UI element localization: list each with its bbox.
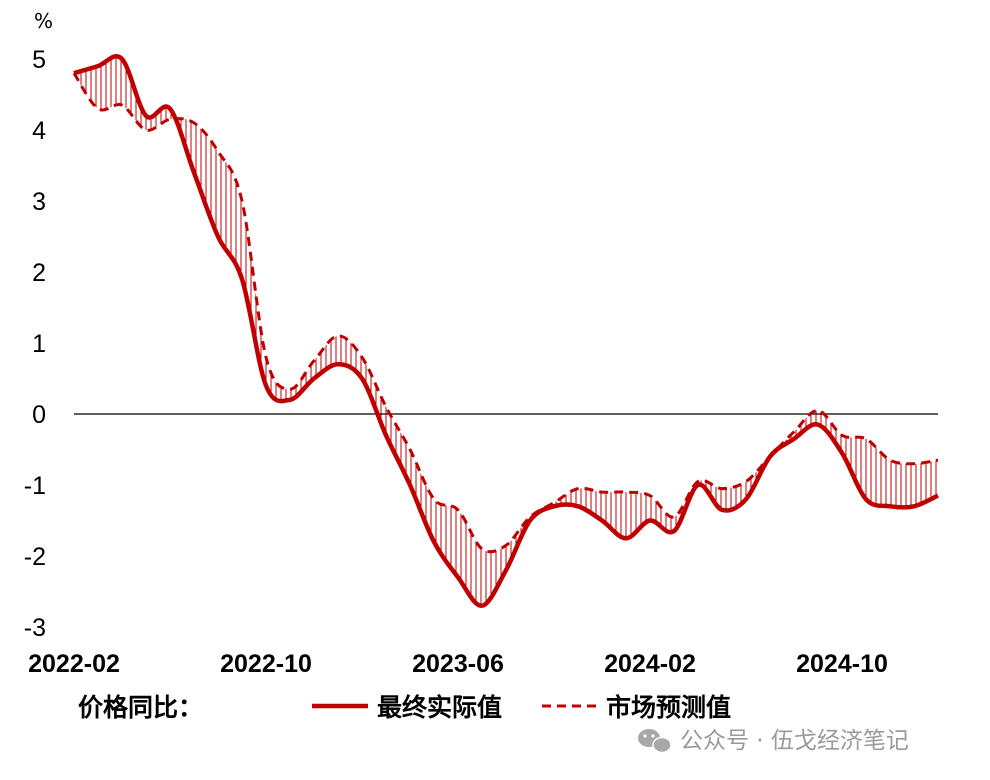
wechat-icon: [638, 729, 672, 754]
watermark: 公众号 · 伍戈经济笔记: [638, 728, 909, 754]
x-axis-ticks: 2022-02 2022-10 2023-06 2024-02 2024-10: [28, 650, 888, 678]
y-tick-label: 0: [32, 401, 46, 429]
y-tick-label: -3: [24, 614, 46, 642]
series-lines: [72, 54, 939, 608]
legend: 价格同比： 最终实际值 市场预测值: [78, 693, 731, 722]
watermark-text: 公众号 · 伍戈经济笔记: [680, 728, 909, 754]
legend-label-forecast: 市场预测值: [606, 693, 731, 722]
x-tick-label: 2022-02: [28, 650, 120, 678]
y-tick-label: -2: [24, 543, 46, 571]
x-tick-label: 2024-10: [796, 650, 888, 678]
forecast-series-line: [72, 72, 939, 554]
y-tick-label: 4: [32, 117, 46, 145]
forecast-gap-area: [74, 56, 938, 606]
legend-label-actual: 最终实际值: [377, 693, 502, 722]
actual-series-line: [73, 54, 939, 608]
x-tick-label: 2022-10: [220, 650, 312, 678]
y-tick-label: 5: [32, 46, 46, 74]
y-axis-ticks: 5 4 3 2 1 0 -1 -2 -3: [24, 46, 46, 642]
x-tick-label: 2023-06: [412, 650, 504, 678]
x-tick-label: 2024-02: [604, 650, 696, 678]
hatch-fill: [74, 56, 938, 606]
y-tick-label: 3: [32, 188, 46, 216]
y-tick-label: -1: [24, 472, 46, 500]
y-tick-label: 2: [32, 259, 46, 287]
legend-title: 价格同比：: [78, 693, 203, 722]
y-unit-label: %: [34, 9, 53, 33]
y-tick-label: 1: [32, 330, 46, 358]
